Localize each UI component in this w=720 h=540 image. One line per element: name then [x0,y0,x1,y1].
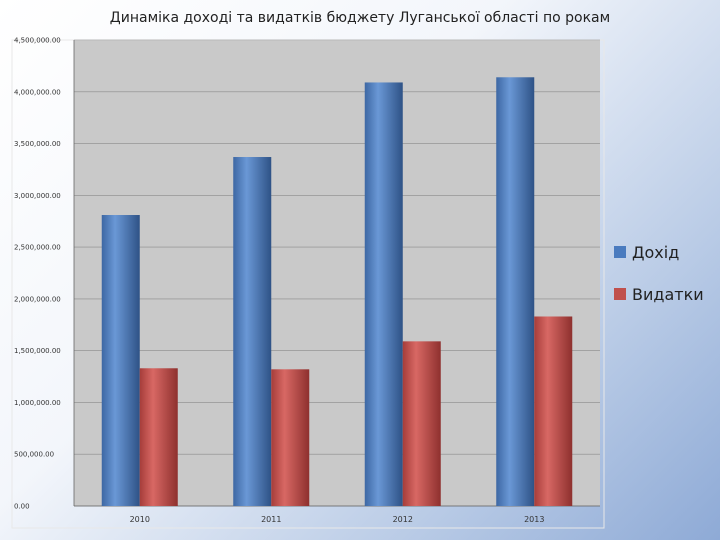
bar-expenses-2010 [139,368,178,506]
y-tick-label: 4,500,000.00 [14,37,61,45]
bar-expenses-2012 [402,341,441,506]
y-tick-label: 1,500,000.00 [14,347,61,355]
bar-income-2010 [101,215,140,506]
x-tick-label: 2013 [524,515,544,524]
y-tick-label: 1,000,000.00 [14,399,61,407]
bar-expenses-2013 [534,316,573,506]
x-tick-label: 2011 [261,515,281,524]
legend-swatch-income [614,246,626,258]
chart-title: Динаміка доході та видатків бюджету Луга… [109,10,611,26]
y-tick-label: 3,000,000.00 [14,192,61,200]
y-tick-label: 2,000,000.00 [14,295,61,303]
bar-expenses-2011 [271,369,310,506]
bar-income-2011 [233,157,272,507]
y-tick-label: 3,500,000.00 [14,140,61,148]
x-tick-label: 2012 [393,515,413,524]
y-tick-label: 0.00 [14,503,30,511]
x-tick-label: 2010 [130,515,150,524]
legend-label-income: Дохід [632,243,679,262]
y-tick-label: 500,000.00 [14,451,54,459]
y-tick-label: 2,500,000.00 [14,244,61,252]
legend-swatch-expenses [614,288,626,300]
y-tick-label: 4,000,000.00 [14,88,61,96]
bar-income-2013 [496,77,535,506]
legend-label-expenses: Видатки [632,285,704,304]
bar-income-2012 [364,82,403,507]
